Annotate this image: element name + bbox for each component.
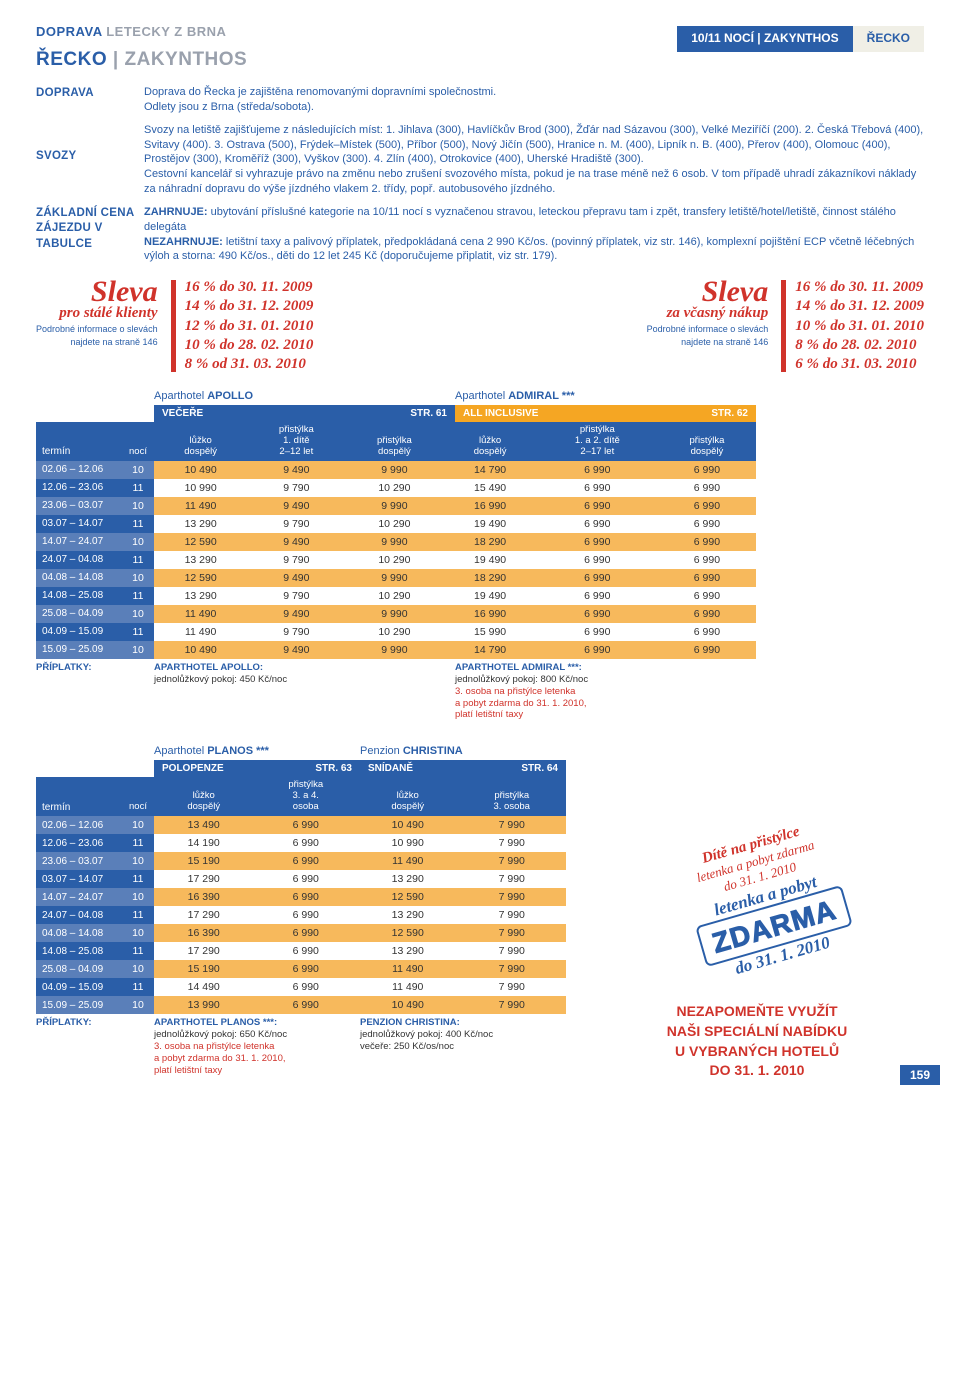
table-row: 12.06 – 23.061110 9909 79010 29015 4906 … <box>36 479 756 497</box>
price-table-2: Aparthotel PLANOS *** POLOPENZE STR. 63 … <box>36 745 566 1080</box>
cena-label: ZÁKLADNÍ CENA ZÁJEZDU V TABULCE <box>36 205 144 264</box>
hotel-planos-band: POLOPENZE STR. 63 <box>154 760 360 777</box>
special-offer-note: NEZAPOMEŇTE VYUŽÍT NAŠI SPECIÁLNÍ NABÍDK… <box>590 1002 924 1080</box>
table-row: 14.08 – 25.081117 2906 99013 2907 990 <box>36 942 566 960</box>
table-row: 15.09 – 25.091013 9906 99010 4907 990 <box>36 996 566 1014</box>
priplatky-christina: PENZION CHRISTINA: jednolůžkový pokoj: 4… <box>360 1017 566 1076</box>
sleva-line: 16 % do 30. 11. 2009 <box>185 278 314 297</box>
table-row: 14.07 – 24.071012 5909 4909 99018 2906 9… <box>36 533 756 551</box>
sleva-left-note1: Podrobné informace o slevách <box>36 324 158 335</box>
table-row: 04.09 – 15.091111 4909 79010 29015 9906 … <box>36 623 756 641</box>
hotel-christina-name: Penzion CHRISTINA <box>360 745 566 757</box>
discount-row: Sleva pro stálé klienty Podrobné informa… <box>36 278 924 374</box>
info-doprava: DOPRAVA Doprava do Řecka je zajištěna re… <box>36 85 924 115</box>
sleva-right-big: Sleva <box>647 278 769 305</box>
info-cena: ZÁKLADNÍ CENA ZÁJEZDU V TABULCE ZAHRNUJE… <box>36 205 924 264</box>
hotel-apollo-name: Aparthotel APOLLO <box>154 390 455 402</box>
table-row: 14.07 – 24.071016 3906 99012 5907 990 <box>36 888 566 906</box>
sleva-left-sub: pro stálé klienty <box>36 305 158 322</box>
hotel-admiral-name: Aparthotel ADMIRAL *** <box>455 390 756 402</box>
sleva-right-note2: najdete na straně 146 <box>647 337 769 348</box>
sleva-line: 14 % do 31. 12. 2009 <box>185 297 314 316</box>
sleva-right-sub: za včasný nákup <box>647 305 769 322</box>
priplatky-row-2: PŘÍPLATKY: APARTHOTEL PLANOS ***: jednol… <box>36 1017 566 1076</box>
table-row: 03.07 – 14.071117 2906 99013 2907 990 <box>36 870 566 888</box>
sleva-line: 12 % do 31. 01. 2010 <box>185 317 314 336</box>
page-number: 159 <box>900 1065 940 1085</box>
sleva-left-lines: 16 % do 30. 11. 200914 % do 31. 12. 2009… <box>185 278 314 374</box>
priplatky-admiral: APARTHOTEL ADMIRAL ***: jednolůžkový pok… <box>455 662 756 721</box>
nezahrnuje-label: NEZAHRNUJE: <box>144 236 223 248</box>
sleva-line: 6 % do 31. 03. 2010 <box>795 355 924 374</box>
sleva-vcasny-nakup: Sleva za včasný nákup Podrobné informace… <box>647 278 924 374</box>
info-svozy: SVOZY Svozy na letiště zajišťujeme z nás… <box>36 123 924 197</box>
price-table-1: Aparthotel APOLLO VEČEŘE STR. 61 Apartho… <box>36 390 756 721</box>
top-tabs: 10/11 NOCÍ | ZAKYNTHOS ŘECKO <box>677 26 924 52</box>
destination-title: ŘECKO | ZAKYNTHOS <box>36 49 924 71</box>
sleva-left-big: Sleva <box>36 278 158 305</box>
table-header-row: termín nocí lůžko dospělý přistýlka 3. a… <box>36 777 566 816</box>
doprava-body: Doprava do Řecka je zajištěna renomovaný… <box>144 85 924 115</box>
dest-country: ŘECKO <box>36 49 107 70</box>
sleva-line: 10 % do 28. 02. 2010 <box>185 336 314 355</box>
table-row: 23.06 – 03.071011 4909 4909 99016 9906 9… <box>36 497 756 515</box>
hotel-admiral-band: ALL INCLUSIVE STR. 62 <box>455 405 756 422</box>
table-row: 04.09 – 15.091114 4906 99011 4907 990 <box>36 978 566 996</box>
hotel-planos-name: Aparthotel PLANOS *** <box>154 745 360 757</box>
prices-table-2: termín nocí lůžko dospělý přistýlka 3. a… <box>36 777 566 1014</box>
sleva-line: 16 % do 30. 11. 2009 <box>795 278 924 297</box>
tab-country: ŘECKO <box>853 26 924 52</box>
table-header-row: termín nocí lůžko dospělý přistýlka 1. d… <box>36 422 756 461</box>
sleva-right-note1: Podrobné informace o slevách <box>647 324 769 335</box>
table-row: 04.08 – 14.081012 5909 4909 99018 2906 9… <box>36 569 756 587</box>
table-row: 02.06 – 12.061013 4906 99010 4907 990 <box>36 816 566 834</box>
sleva-left-note2: najdete na straně 146 <box>36 337 158 348</box>
sleva-right-lines: 16 % do 30. 11. 200914 % do 31. 12. 2009… <box>795 278 924 374</box>
hotel-apollo-band: VEČEŘE STR. 61 <box>154 405 455 422</box>
table-row: 24.07 – 04.081117 2906 99013 2907 990 <box>36 906 566 924</box>
tab-nights-dest: 10/11 NOCÍ | ZAKYNTHOS <box>677 26 852 52</box>
dest-place: ZAKYNTHOS <box>125 49 248 70</box>
sleva-divider <box>781 280 786 372</box>
doprava-label: DOPRAVA <box>36 85 144 115</box>
table-row: 03.07 – 14.071113 2909 79010 29019 4906 … <box>36 515 756 533</box>
cena-body: ZAHRNUJE: ubytování příslušné kategorie … <box>144 205 924 264</box>
svozy-label: SVOZY <box>36 123 144 197</box>
sleva-line: 10 % do 31. 01. 2010 <box>795 317 924 336</box>
nezahrnuje-text: letištní taxy a palivový příplatek, před… <box>144 236 914 263</box>
sleva-line: 8 % do 28. 02. 2010 <box>795 336 924 355</box>
crumb-part1: DOPRAVA <box>36 24 102 39</box>
table-row: 15.09 – 25.091010 4909 4909 99014 7906 9… <box>36 641 756 659</box>
zahrnuje-text: ubytování příslušné kategorie na 10/11 n… <box>144 206 896 233</box>
table-row: 25.08 – 04.091011 4909 4909 99016 9906 9… <box>36 605 756 623</box>
crumb-part2: LETECKY Z BRNA <box>106 24 226 39</box>
priplatky-apollo: APARTHOTEL APOLLO: jednolůžkový pokoj: 4… <box>154 662 455 721</box>
sleva-line: 8 % od 31. 03. 2010 <box>185 355 314 374</box>
table-row: 04.08 – 14.081016 3906 99012 5907 990 <box>36 924 566 942</box>
promo-stamp: Dítě na přistýlce letenka a pobyt zdarma… <box>598 795 936 1009</box>
table-row: 25.08 – 04.091015 1906 99011 4907 990 <box>36 960 566 978</box>
zahrnuje-label: ZAHRNUJE: <box>144 206 208 218</box>
priplatky-row-1: PŘÍPLATKY: APARTHOTEL APOLLO: jednolůžko… <box>36 662 756 721</box>
sleva-divider <box>171 280 176 372</box>
sleva-stale-klienty: Sleva pro stálé klienty Podrobné informa… <box>36 278 313 374</box>
hotel-christina-band: SNÍDANĚ STR. 64 <box>360 760 566 777</box>
table-row: 02.06 – 12.061010 4909 4909 99014 7906 9… <box>36 461 756 479</box>
dest-sep: | <box>107 49 124 70</box>
priplatky-planos: APARTHOTEL PLANOS ***: jednolůžkový poko… <box>154 1017 360 1076</box>
table-row: 24.07 – 04.081113 2909 79010 29019 4906 … <box>36 551 756 569</box>
table-row: 12.06 – 23.061114 1906 99010 9907 990 <box>36 834 566 852</box>
svozy-body: Svozy na letiště zajišťujeme z následují… <box>144 123 924 197</box>
table-row: 23.06 – 03.071015 1906 99011 4907 990 <box>36 852 566 870</box>
sleva-line: 14 % do 31. 12. 2009 <box>795 297 924 316</box>
table-row: 14.08 – 25.081113 2909 79010 29019 4906 … <box>36 587 756 605</box>
prices-table-1: termín nocí lůžko dospělý přistýlka 1. d… <box>36 422 756 659</box>
